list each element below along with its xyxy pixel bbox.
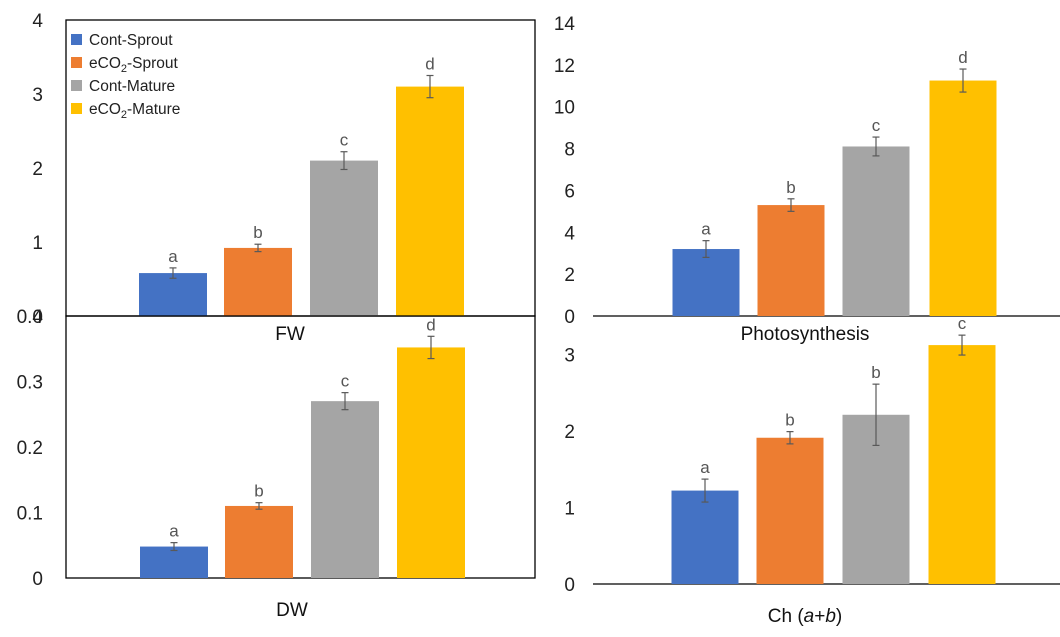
legend-item: eCO2-Mature: [71, 101, 180, 121]
bar: [756, 437, 824, 584]
y-tick-label: 0: [32, 569, 43, 590]
significance-letter: a: [700, 458, 710, 477]
bar: [396, 86, 464, 316]
x-axis-label-part: b: [825, 606, 836, 627]
y-tick-label: 4: [32, 11, 43, 32]
chart-panel-2: 0 2 4 6 8 10 12 14 a b c d Photosynthesis: [554, 14, 1060, 345]
y-tick-label: 8: [564, 140, 575, 161]
significance-letter: b: [786, 178, 795, 197]
error-bar: [702, 240, 710, 258]
plot-frame: [65, 315, 536, 579]
y-tick-label: 3: [32, 85, 43, 106]
significance-letter: b: [785, 411, 794, 430]
bar: [311, 401, 379, 578]
bar: [310, 160, 378, 316]
y-tick-label: 10: [554, 98, 575, 119]
legend-item: Cont-Sprout: [71, 32, 173, 49]
y-tick-label: 4: [564, 223, 575, 244]
x-axis-label-part: a: [804, 606, 815, 627]
y-tick-label: 14: [554, 14, 576, 35]
x-axis-label: Ch (a+b): [768, 606, 843, 627]
error-bar: [958, 334, 966, 356]
significance-letter: b: [871, 363, 880, 382]
legend-label: eCO2-Sprout: [89, 55, 179, 75]
legend-swatch: [71, 103, 82, 114]
x-axis-label: DW: [276, 600, 308, 621]
error-bar: [254, 243, 262, 253]
bar: [672, 249, 740, 316]
chart-panel-3: 0 0.1 0.2 0.3 0.4 a b c d DW: [17, 307, 536, 621]
y-tick-label: 2: [32, 159, 43, 180]
significance-letter: c: [340, 131, 349, 150]
error-bar: [701, 478, 709, 503]
bar: [139, 273, 207, 316]
legend-label: Cont-Sprout: [89, 32, 173, 49]
significance-letter: c: [872, 116, 881, 135]
error-bar: [427, 335, 435, 360]
y-tick-label: 2: [564, 265, 575, 286]
y-tick-label: 0.3: [17, 373, 43, 394]
x-axis-label-part: ): [836, 606, 842, 627]
y-tick-label: 6: [564, 181, 575, 202]
bar: [928, 345, 996, 584]
error-bar: [959, 68, 967, 93]
legend-label: Cont-Mature: [89, 78, 175, 95]
error-bar: [872, 136, 880, 157]
y-tick-label: 1: [564, 498, 575, 519]
error-bar: [872, 383, 880, 447]
bar: [929, 80, 997, 316]
legend-item: eCO2-Sprout: [71, 55, 179, 75]
y-tick-label: 1: [32, 233, 43, 254]
legend-swatch: [71, 80, 82, 91]
significance-letter: b: [253, 223, 262, 242]
y-tick-label: 0: [564, 575, 575, 596]
y-tick-label: 2: [564, 422, 575, 443]
significance-letter: d: [426, 315, 435, 334]
bar: [140, 546, 208, 578]
bar: [757, 205, 825, 316]
y-tick-label: 0.2: [17, 438, 43, 459]
legend-swatch: [71, 57, 82, 68]
chart-panel-1: 0 1 2 3 4 a b c d FW: [32, 11, 536, 345]
y-tick-label: 3: [564, 345, 575, 366]
significance-letter: d: [958, 48, 967, 67]
significance-letter: a: [169, 522, 179, 541]
error-bar: [255, 502, 263, 510]
y-tick-label: 0: [32, 307, 43, 328]
bar: [397, 347, 465, 578]
legend-swatch: [71, 34, 82, 45]
error-bar: [426, 74, 434, 99]
y-tick-label: 0.4: [17, 307, 44, 328]
significance-letter: d: [425, 55, 434, 74]
error-bar: [787, 198, 795, 212]
significance-letter: c: [341, 372, 350, 391]
x-axis-label: FW: [275, 324, 305, 345]
error-bar: [341, 392, 349, 411]
significance-letter: c: [958, 314, 967, 333]
bar: [225, 505, 293, 578]
error-bar: [169, 267, 177, 279]
error-bar: [340, 151, 348, 171]
error-bar: [786, 431, 794, 445]
y-tick-label: 12: [554, 56, 575, 77]
significance-letter: b: [254, 482, 263, 501]
error-bar: [170, 542, 178, 552]
legend-label: eCO2-Mature: [89, 101, 180, 121]
legend-item: Cont-Mature: [71, 78, 175, 95]
legend: Cont-Sprout eCO2-Sprout Cont-Mature eCO2-Ma…: [71, 32, 180, 121]
bar: [671, 490, 739, 584]
significance-letter: a: [701, 220, 711, 239]
bar: [842, 146, 910, 316]
significance-letter: a: [168, 247, 178, 266]
y-tick-label: 0: [564, 307, 575, 328]
x-axis-label-part: Ch (: [768, 606, 805, 627]
y-tick-label: 0.1: [17, 504, 43, 525]
x-axis-label: Photosynthesis: [741, 324, 870, 345]
x-axis-label-part: +: [814, 606, 825, 627]
bar: [224, 247, 292, 316]
